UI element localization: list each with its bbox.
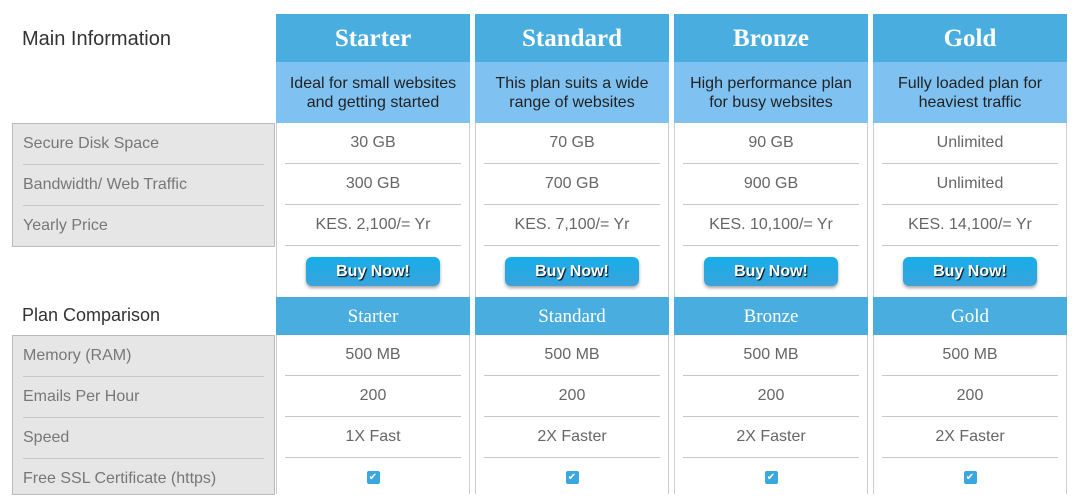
emails-value: 200 bbox=[285, 376, 461, 417]
plan-description: Fully loaded plan for heaviest traffic bbox=[873, 62, 1067, 123]
emails-value: 200 bbox=[683, 376, 859, 417]
speed-value: 1X Fast bbox=[285, 417, 461, 458]
plan-comparison-header: Gold bbox=[873, 297, 1067, 335]
disk-value: 30 GB bbox=[285, 123, 461, 164]
label-bandwidth: Bandwidth/ Web Traffic bbox=[23, 165, 264, 206]
price-value: KES. 2,100/= Yr bbox=[315, 216, 431, 233]
plan-header: Standard bbox=[475, 14, 669, 62]
label-speed: Speed bbox=[23, 418, 264, 459]
speed-value: 2X Faster bbox=[484, 417, 660, 458]
plan-column-gold: Gold Fully loaded plan for heaviest traf… bbox=[873, 14, 1067, 494]
price-value: KES. 10,100/= Yr bbox=[709, 216, 833, 233]
memory-value: 500 MB bbox=[285, 335, 461, 376]
checkbox-checked-icon: ✔ bbox=[366, 471, 380, 485]
plan-column-starter: Starter Ideal for small websites and get… bbox=[276, 14, 470, 494]
memory-value: 500 MB bbox=[882, 335, 1058, 376]
plan-header: Starter bbox=[276, 14, 470, 62]
checkbox-checked-icon: ✔ bbox=[764, 471, 778, 485]
bandwidth-value: Unlimited bbox=[882, 164, 1058, 205]
checkbox-checked-icon: ✔ bbox=[565, 471, 579, 485]
buy-now-button[interactable]: Buy Now! bbox=[306, 257, 440, 286]
memory-value: 500 MB bbox=[484, 335, 660, 376]
main-labels: Secure Disk Space Bandwidth/ Web Traffic… bbox=[12, 123, 275, 247]
bandwidth-value: 300 GB bbox=[285, 164, 461, 205]
price-value: KES. 7,100/= Yr bbox=[514, 216, 630, 233]
price-value: KES. 14,100/= Yr bbox=[908, 216, 1032, 233]
label-emails: Emails Per Hour bbox=[23, 377, 264, 418]
plan-column-bronze: Bronze High performance plan for busy we… bbox=[674, 14, 868, 494]
ssl-value: ✔ bbox=[285, 458, 461, 498]
emails-value: 200 bbox=[484, 376, 660, 417]
plan-header: Bronze bbox=[674, 14, 868, 62]
speed-value: 2X Faster bbox=[683, 417, 859, 458]
plan-comparison-header: Standard bbox=[475, 297, 669, 335]
label-price: Yearly Price bbox=[23, 217, 108, 234]
label-disk: Secure Disk Space bbox=[23, 124, 264, 165]
plan-description: Ideal for small websites and getting sta… bbox=[276, 62, 470, 123]
label-ssl: Free SSL Certificate (https) bbox=[23, 470, 217, 487]
buy-now-button[interactable]: Buy Now! bbox=[903, 257, 1037, 286]
plan-comparison-header: Starter bbox=[276, 297, 470, 335]
memory-value: 500 MB bbox=[683, 335, 859, 376]
plan-header: Gold bbox=[873, 14, 1067, 62]
ssl-value: ✔ bbox=[683, 458, 859, 498]
comparison-labels: Memory (RAM) Emails Per Hour Speed Free … bbox=[12, 335, 275, 495]
buy-now-button[interactable]: Buy Now! bbox=[704, 257, 838, 286]
buy-now-button[interactable]: Buy Now! bbox=[505, 257, 639, 286]
plan-comparison-title: Plan Comparison bbox=[22, 305, 161, 325]
speed-value: 2X Faster bbox=[882, 417, 1058, 458]
main-information-title: Main Information bbox=[22, 28, 171, 50]
plan-description: This plan suits a wide range of websites bbox=[475, 62, 669, 123]
ssl-value: ✔ bbox=[882, 458, 1058, 498]
label-memory: Memory (RAM) bbox=[23, 336, 264, 377]
plan-comparison-header: Bronze bbox=[674, 297, 868, 335]
plan-description: High performance plan for busy websites bbox=[674, 62, 868, 123]
disk-value: Unlimited bbox=[882, 123, 1058, 164]
ssl-value: ✔ bbox=[484, 458, 660, 498]
disk-value: 70 GB bbox=[484, 123, 660, 164]
plan-column-standard: Standard This plan suits a wide range of… bbox=[475, 14, 669, 494]
bandwidth-value: 900 GB bbox=[683, 164, 859, 205]
checkbox-checked-icon: ✔ bbox=[963, 471, 977, 485]
emails-value: 200 bbox=[882, 376, 1058, 417]
disk-value: 90 GB bbox=[683, 123, 859, 164]
bandwidth-value: 700 GB bbox=[484, 164, 660, 205]
